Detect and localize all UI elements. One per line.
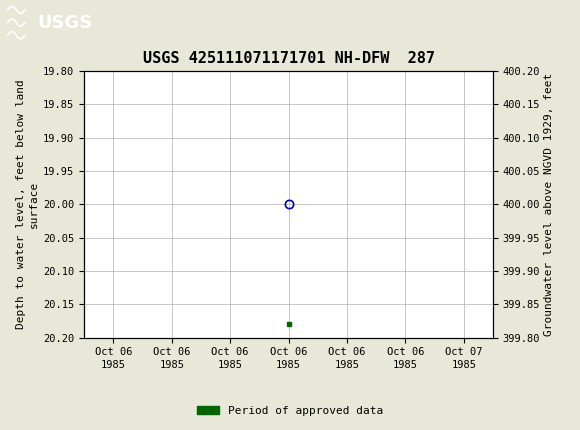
Y-axis label: Depth to water level, feet below land
surface: Depth to water level, feet below land su… [16,80,39,329]
Text: USGS: USGS [38,14,93,31]
Legend: Period of approved data: Period of approved data [193,401,387,420]
Title: USGS 425111071171701 NH-DFW  287: USGS 425111071171701 NH-DFW 287 [143,51,434,66]
Y-axis label: Groundwater level above NGVD 1929, feet: Groundwater level above NGVD 1929, feet [545,73,554,336]
